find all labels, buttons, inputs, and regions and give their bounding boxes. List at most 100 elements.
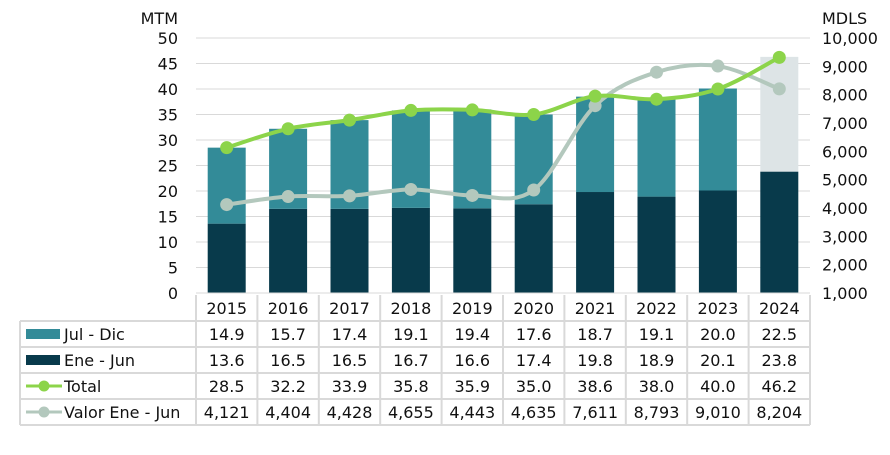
- left-tick-label: 10: [158, 233, 178, 252]
- table-cell: 16.5: [332, 351, 368, 370]
- right-tick-label: 9,000: [822, 57, 868, 76]
- table-cell: 9,010: [695, 403, 741, 422]
- table-cell: 7,611: [572, 403, 618, 422]
- total-point: [281, 122, 295, 136]
- total-point: [772, 50, 786, 64]
- bar-ene-jun: [269, 208, 308, 293]
- total-point: [343, 113, 356, 127]
- right-tick-label: 4,000: [822, 199, 868, 218]
- left-tick-label: 15: [158, 208, 178, 227]
- table-cell: 35.9: [454, 377, 490, 396]
- legend-label: Jul - Dic: [63, 325, 125, 344]
- table-cell: 19.1: [639, 325, 675, 344]
- legend-marker-3: [38, 406, 50, 418]
- legend-marker-2: [38, 380, 50, 392]
- table-cell: 4,443: [449, 403, 495, 422]
- total-point: [711, 82, 725, 96]
- right-axis-label: MDLS: [822, 9, 867, 28]
- left-axis-label: MTM: [141, 9, 178, 28]
- table-cell: 18.7: [577, 325, 613, 344]
- table-cell: 40.0: [700, 377, 736, 396]
- right-tick-label: 10,000: [822, 29, 878, 48]
- table-cell: 33.9: [332, 377, 368, 396]
- left-tick-label: 25: [158, 157, 178, 176]
- legend-label: Ene - Jun: [64, 351, 135, 370]
- left-tick-label: 35: [158, 106, 178, 125]
- table-cell: 13.6: [209, 351, 245, 370]
- year-label: 2015: [206, 299, 247, 318]
- table-cell: 15.7: [270, 325, 306, 344]
- total-point: [465, 103, 479, 117]
- valor-point: [650, 65, 663, 79]
- bar-jul-dic: [207, 147, 246, 224]
- table-cell: 16.7: [393, 351, 429, 370]
- valor-point: [711, 59, 725, 73]
- legend-swatch-0: [26, 329, 60, 339]
- table-cell: 17.6: [516, 325, 552, 344]
- total-point: [527, 108, 541, 121]
- valor-point: [527, 183, 541, 197]
- table-cell: 14.9: [209, 325, 245, 344]
- valor-point: [588, 99, 602, 113]
- left-tick-label: 0: [168, 284, 178, 303]
- left-tick-label: 20: [158, 182, 178, 201]
- table-cell: 38.6: [577, 377, 613, 396]
- table-cell: 17.4: [516, 351, 552, 370]
- year-label: 2024: [759, 299, 800, 318]
- bar-ene-jun: [207, 223, 246, 293]
- right-tick-label: 8,000: [822, 86, 868, 105]
- valor-point: [343, 189, 356, 203]
- table-cell: 28.5: [209, 377, 245, 396]
- bar-jul-dic: [637, 99, 676, 197]
- legend-swatch-1: [26, 355, 60, 365]
- table-cell: 46.2: [761, 377, 797, 396]
- bar-ene-jun: [391, 207, 430, 293]
- bar-ene-jun: [453, 208, 492, 293]
- table-cell: 8,204: [756, 403, 802, 422]
- table-cell: 16.5: [270, 351, 306, 370]
- valor-point: [220, 198, 234, 212]
- table-cell: 16.6: [454, 351, 490, 370]
- total-line: [226, 55, 781, 150]
- total-point: [650, 92, 663, 106]
- bar-ene-jun: [514, 204, 553, 293]
- left-tick-label: 45: [158, 55, 178, 74]
- table-cell: 17.4: [332, 325, 368, 344]
- bar-ene-jun: [576, 192, 615, 293]
- table-cell: 4,121: [204, 403, 250, 422]
- valor-point: [772, 82, 786, 96]
- table-cell: 20.0: [700, 325, 736, 344]
- valor-line: [226, 62, 781, 207]
- year-label: 2023: [698, 299, 739, 318]
- table-cell: 20.1: [700, 351, 736, 370]
- valor-point: [404, 182, 418, 196]
- year-label: 2022: [636, 299, 677, 318]
- bar-jul-dic: [760, 56, 799, 172]
- total-point: [404, 103, 418, 117]
- year-label: 2017: [329, 299, 370, 318]
- table-cell: 19.4: [454, 325, 490, 344]
- table-cell: 18.9: [639, 351, 675, 370]
- valor-point: [465, 188, 479, 202]
- table-cell: 22.5: [761, 325, 797, 344]
- table-cell: 8,793: [634, 403, 680, 422]
- bar-jul-dic: [698, 88, 737, 191]
- left-tick-label: 5: [168, 259, 178, 278]
- left-tick-label: 50: [158, 29, 178, 48]
- total-point: [588, 89, 602, 103]
- table-cell: 4,635: [511, 403, 557, 422]
- bar-ene-jun: [698, 190, 737, 293]
- table-cell: 19.1: [393, 325, 429, 344]
- year-label: 2016: [268, 299, 309, 318]
- bar-ene-jun: [760, 171, 799, 293]
- right-tick-label: 2,000: [822, 256, 868, 275]
- table-cell: 32.2: [270, 377, 306, 396]
- legend-label: Total: [63, 377, 101, 396]
- right-tick-label: 6,000: [822, 142, 868, 161]
- right-tick-label: 7,000: [822, 114, 868, 133]
- right-tick-label: 5,000: [822, 171, 868, 190]
- year-label: 2021: [575, 299, 616, 318]
- table-cell: 4,404: [265, 403, 311, 422]
- table-cell: 38.0: [639, 377, 675, 396]
